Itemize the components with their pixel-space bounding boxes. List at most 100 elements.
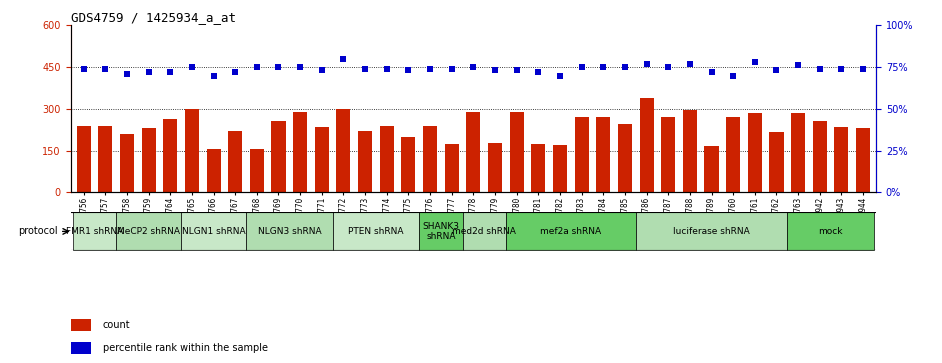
Point [509,68,524,73]
Text: luciferase shRNA: luciferase shRNA [674,227,750,236]
Bar [228,131,242,192]
Text: mock: mock [819,227,843,236]
Text: mef2a shRNA: mef2a shRNA [540,227,601,236]
Point [530,69,545,75]
Bar [770,132,784,192]
Bar [835,127,849,192]
Bar [683,110,697,192]
Bar [596,117,610,192]
Point [639,61,654,67]
Bar [705,146,719,192]
Point [595,64,610,70]
Point [120,71,135,77]
Bar [116,212,181,250]
Point [855,66,870,72]
Bar [661,117,675,192]
Bar [206,149,220,192]
Bar [856,128,870,192]
Text: GDS4759 / 1425934_a_at: GDS4759 / 1425934_a_at [71,11,236,24]
Point [769,68,784,73]
Point [315,68,330,73]
Bar [73,212,116,250]
Bar [726,117,740,192]
Point [812,66,827,72]
Bar [466,112,480,192]
Point [401,68,416,73]
Bar [575,117,589,192]
Bar [333,212,419,250]
Bar [423,126,437,192]
Point [617,64,632,70]
Bar [748,113,762,192]
Text: protocol: protocol [18,227,57,236]
Point [271,64,286,70]
Point [380,66,395,72]
Bar [250,149,264,192]
Text: NLGN1 shRNA: NLGN1 shRNA [182,227,245,236]
Point [423,66,438,72]
Bar [246,212,333,250]
Bar [618,124,632,192]
Bar [380,126,394,192]
Bar [788,212,874,250]
Point [445,66,460,72]
Text: med2d shRNA: med2d shRNA [452,227,516,236]
Bar [336,109,350,192]
Point [141,69,156,75]
Bar [315,127,329,192]
Point [747,59,762,65]
Bar [71,342,90,354]
Bar [445,144,459,192]
Bar [506,212,636,250]
Bar [813,121,827,192]
Bar [71,319,90,331]
Point [487,68,502,73]
Bar [640,98,654,192]
Point [834,66,849,72]
Text: PTEN shRNA: PTEN shRNA [349,227,404,236]
Point [163,69,178,75]
Bar [553,145,567,192]
Point [293,64,308,70]
Bar [181,212,246,250]
Bar [141,128,155,192]
Bar [463,212,506,250]
Point [250,64,265,70]
Point [704,69,719,75]
Text: SHANK3
shRNA: SHANK3 shRNA [422,222,460,241]
Bar [98,126,112,192]
Point [574,64,589,70]
Point [358,66,373,72]
Point [228,69,243,75]
Point [336,56,351,62]
Point [185,64,200,70]
Bar [185,109,199,192]
Point [552,73,567,78]
Bar [163,119,177,192]
Point [98,66,113,72]
Point [206,73,221,78]
Point [76,66,91,72]
Bar [401,137,415,192]
Text: NLGN3 shRNA: NLGN3 shRNA [257,227,321,236]
Bar [488,143,502,192]
Text: count: count [103,320,131,330]
Point [790,62,805,68]
Bar [358,131,372,192]
Point [465,64,480,70]
Bar [419,212,463,250]
Bar [76,126,90,192]
Point [725,73,740,78]
Bar [293,112,307,192]
Bar [271,121,285,192]
Point [682,61,697,67]
Bar [531,144,545,192]
Bar [636,212,788,250]
Text: FMR1 shRNA: FMR1 shRNA [66,227,123,236]
Bar [120,134,134,192]
Text: MeCP2 shRNA: MeCP2 shRNA [117,227,180,236]
Point [660,64,675,70]
Text: percentile rank within the sample: percentile rank within the sample [103,343,268,353]
Bar [510,112,524,192]
Bar [791,113,805,192]
